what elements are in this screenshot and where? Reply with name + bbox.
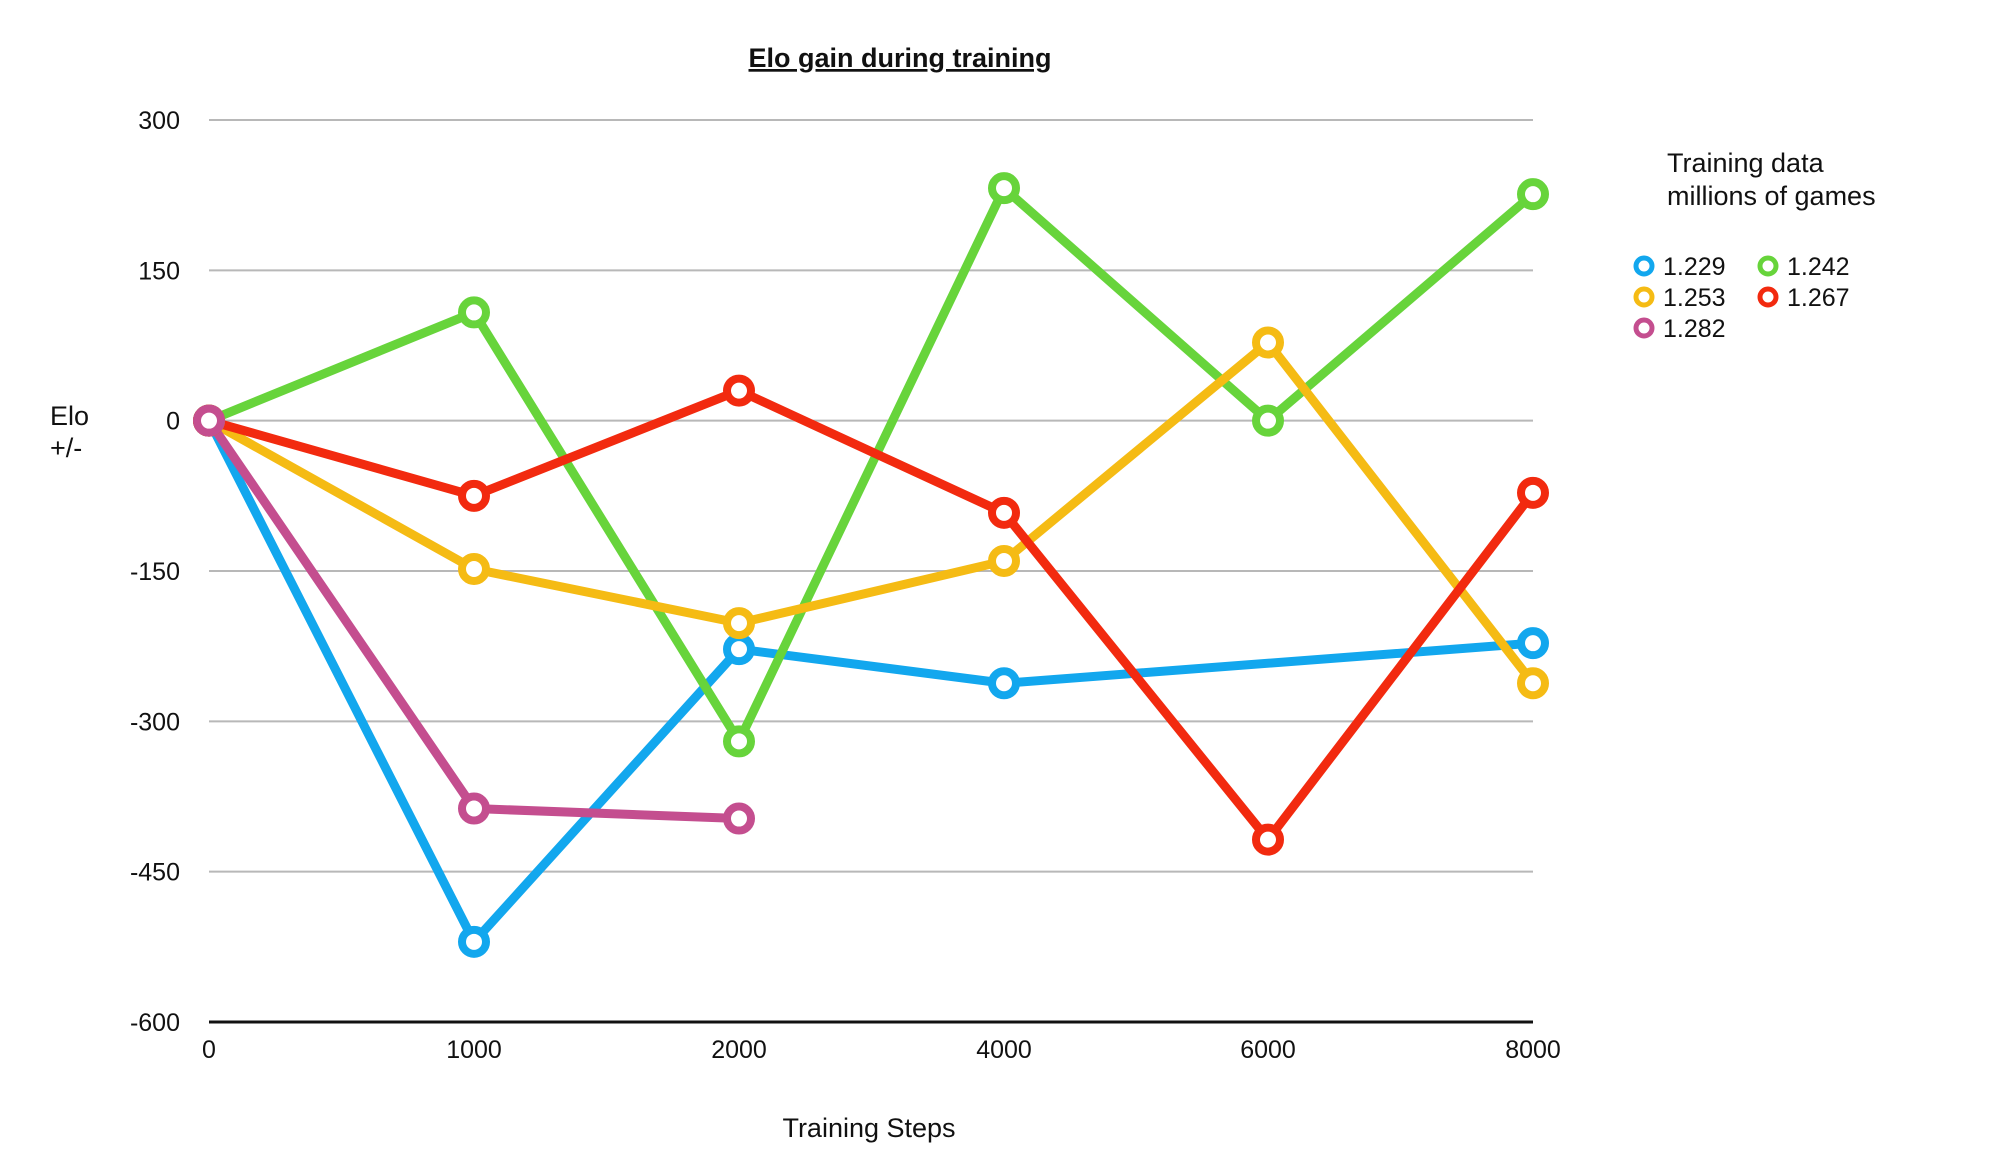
gridlines bbox=[209, 119, 1533, 1024]
series-point-1.229 bbox=[988, 667, 1020, 700]
series-point-1.253 bbox=[1252, 326, 1284, 359]
legend-label: 1.242 bbox=[1787, 253, 1850, 281]
legend-marker bbox=[1633, 317, 1655, 339]
legend-label: 1.229 bbox=[1663, 253, 1726, 281]
x-axis-ticks: 0 1000 2000 4000 6000 8000 bbox=[202, 1036, 1561, 1064]
series-line-1.242 bbox=[204, 183, 1538, 746]
series-point-1.229 bbox=[1517, 627, 1549, 660]
legend-label: 1.253 bbox=[1663, 284, 1726, 312]
x-tick-label: 2000 bbox=[711, 1036, 767, 1064]
y-tick-label: -600 bbox=[130, 1009, 180, 1037]
legend-items: 1.229 1.242 1.253 1.267 1.282 bbox=[1633, 253, 1850, 343]
legend-title-line-2: millions of games bbox=[1667, 181, 1876, 211]
y-axis-label-line-2: +/- bbox=[50, 433, 82, 463]
x-tick-label: 8000 bbox=[1505, 1036, 1561, 1064]
y-tick-label: 300 bbox=[138, 107, 180, 135]
series-point-1.267 bbox=[1517, 476, 1549, 509]
series-point-1.267 bbox=[988, 496, 1020, 529]
legend-label: 1.282 bbox=[1663, 315, 1726, 343]
y-tick-label: -150 bbox=[130, 558, 180, 586]
legend-item-1.253: 1.253 bbox=[1633, 284, 1726, 312]
series-point-1.282 bbox=[193, 404, 225, 437]
y-tick-label: -450 bbox=[130, 859, 180, 887]
series-point-1.253 bbox=[458, 552, 490, 585]
series-point-1.267 bbox=[1252, 823, 1284, 856]
series-line-1.267 bbox=[204, 386, 1538, 845]
y-tick-label: 150 bbox=[138, 257, 180, 285]
series-point-1.229 bbox=[723, 633, 755, 666]
series-point-1.242 bbox=[1252, 404, 1284, 437]
legend-item-1.242: 1.242 bbox=[1757, 253, 1850, 281]
series-lines bbox=[204, 183, 1538, 947]
series-point-1.267 bbox=[458, 479, 490, 512]
series-point-1.242 bbox=[458, 296, 490, 329]
legend-marker bbox=[1757, 286, 1779, 308]
x-axis-label: Training Steps bbox=[782, 1113, 955, 1143]
x-tick-label: 1000 bbox=[446, 1036, 502, 1064]
series-markers bbox=[193, 172, 1549, 958]
y-tick-label: -300 bbox=[130, 708, 180, 736]
legend-marker bbox=[1757, 255, 1779, 277]
series-point-1.253 bbox=[723, 607, 755, 640]
series-point-1.242 bbox=[723, 725, 755, 758]
y-axis-ticks: 300 150 0 -150 -300 -450 -600 bbox=[130, 107, 180, 1037]
y-axis-label-line-1: Elo bbox=[50, 401, 89, 431]
series-point-1.253 bbox=[988, 544, 1020, 577]
series-point-1.229 bbox=[458, 925, 490, 958]
series-point-1.267 bbox=[723, 374, 755, 407]
y-tick-label: 0 bbox=[166, 408, 180, 436]
x-tick-label: 0 bbox=[202, 1036, 216, 1064]
x-tick-label: 6000 bbox=[1240, 1036, 1296, 1064]
legend-marker bbox=[1633, 255, 1655, 277]
chart-title: Elo gain during training bbox=[749, 43, 1052, 73]
series-point-1.282 bbox=[458, 792, 490, 825]
legend-item-1.267: 1.267 bbox=[1757, 284, 1850, 312]
series-point-1.253 bbox=[1517, 667, 1549, 700]
series-point-1.242 bbox=[1517, 178, 1549, 211]
series-point-1.242 bbox=[988, 172, 1020, 205]
legend-title-line-1: Training data bbox=[1667, 148, 1825, 178]
series-line-1.253 bbox=[204, 337, 1538, 688]
series-line-1.229 bbox=[204, 416, 1538, 947]
legend-marker bbox=[1633, 286, 1655, 308]
x-tick-label: 4000 bbox=[976, 1036, 1032, 1064]
series-point-1.282 bbox=[723, 802, 755, 835]
legend-item-1.229: 1.229 bbox=[1633, 253, 1726, 281]
legend-item-1.282: 1.282 bbox=[1633, 315, 1726, 343]
legend: Training data millions of games 1.229 1.2… bbox=[1633, 148, 1876, 343]
legend-label: 1.267 bbox=[1787, 284, 1850, 312]
